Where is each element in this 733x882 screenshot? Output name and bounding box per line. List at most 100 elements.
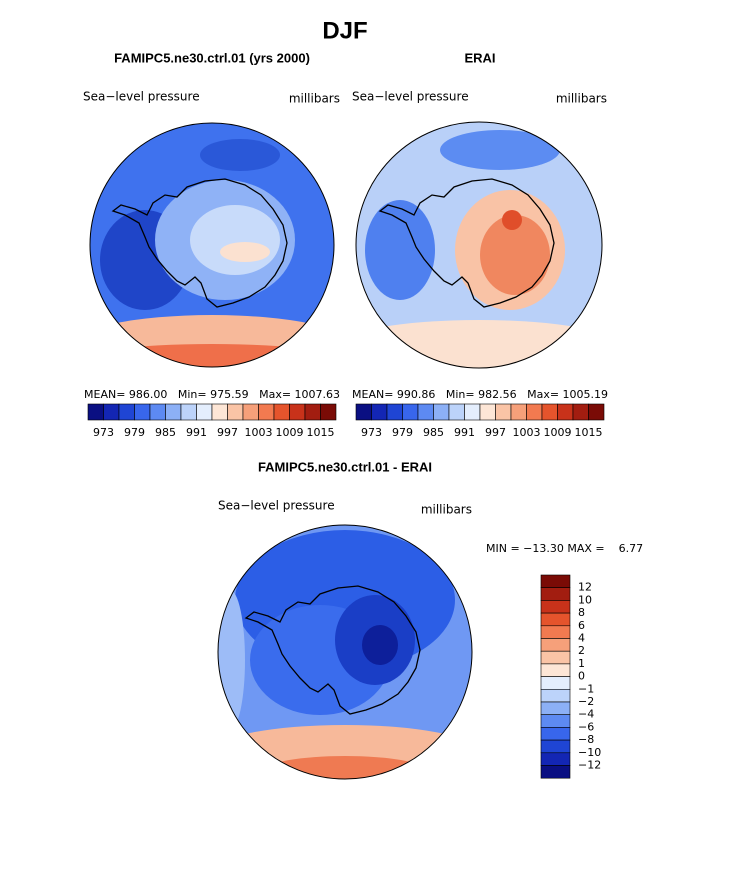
map-border [89,122,335,368]
colorbar-box [540,701,571,715]
colorbar-box [540,714,571,728]
map [218,525,472,779]
colorbar-box [540,727,571,741]
colorbar: 973 979 985 991 997 1003 1009 1015 [87,403,337,439]
colorbar-label: 979 [124,426,145,439]
colorbar-box [540,625,571,639]
colorbar-box [510,403,527,421]
units-label: millibars [289,92,340,106]
colorbar-box [541,403,558,421]
colorbar-box [540,663,571,677]
colorbar: 973 979 985 991 997 1003 1009 1015 [355,403,605,439]
colorbar-label: 8 [578,606,585,619]
colorbar-label: 991 [454,426,475,439]
colorbar-label: 979 [392,426,413,439]
colorbar-label: −8 [578,733,594,746]
panel-title: ERAI [464,50,495,65]
colorbar-box [540,739,571,754]
colorbar-box [355,403,372,421]
colorbar-box [402,403,419,421]
colorbar-box [540,612,571,627]
colorbar-box [227,403,244,421]
colorbar-box [540,765,571,779]
colorbar-label: 1003 [513,426,541,439]
colorbar-label: −4 [578,708,594,721]
colorbar-box [540,574,571,588]
colorbar-box [588,403,605,421]
colorbar-label: 985 [423,426,444,439]
stats: MEAN= 986.00 Min= 975.59 Max= 1007.63 [84,388,340,401]
variable-label: Sea−level pressure [218,499,335,513]
colorbar-box [540,688,571,703]
map-border [355,121,603,369]
colorbar-box [448,403,465,421]
colorbar-box [304,403,321,421]
colorbar-label: −2 [578,695,594,708]
colorbar-box [526,403,543,421]
colorbar-box [87,403,104,421]
colorbar-box [540,752,571,766]
colorbar-label: 10 [578,593,592,606]
colorbar-box [320,403,337,421]
colorbar-box [196,403,213,421]
colorbar-box [273,403,290,421]
colorbar-label: 1003 [245,426,273,439]
panel-title: FAMIPC5.ne30.ctrl.01 (yrs 2000) [114,50,310,65]
colorbar-label: 0 [578,670,585,683]
colorbar-label: 1009 [544,426,572,439]
colorbar-box [242,403,259,421]
colorbar-box [572,403,589,421]
colorbar-box [103,403,120,421]
colorbar-box [417,403,434,421]
colorbar-label: −10 [578,746,601,759]
stats: MEAN= 990.86 Min= 982.56 Max= 1005.19 [352,388,608,401]
colorbar-box [479,403,496,421]
colorbar-box [386,403,403,421]
colorbar-box [289,403,306,421]
colorbar-box [495,403,512,421]
colorbar-label: −6 [578,720,594,733]
colorbar-label: 1015 [307,426,335,439]
colorbar-box [371,403,388,421]
colorbar-label: 991 [186,426,207,439]
colorbar-label: 2 [578,644,585,657]
figure-title: DJF [322,17,367,44]
map [356,122,602,368]
variable-label: Sea−level pressure [352,90,469,104]
colorbar-box [258,403,275,421]
colorbar-box [149,403,166,421]
colorbar-label: 4 [578,632,585,645]
colorbar-box [557,403,574,421]
colorbar-label: 997 [485,426,506,439]
colorbar-label: 973 [93,426,114,439]
colorbar-box [433,403,450,421]
colorbar-label: 973 [361,426,382,439]
colorbar-box [540,638,571,652]
colorbar-box [540,676,571,690]
colorbar-label: −1 [578,682,594,695]
colorbar-box [165,403,182,421]
units-label: millibars [556,92,607,106]
colorbar-box [134,403,151,421]
units-label: millibars [421,503,472,517]
variable-label: Sea−level pressure [83,90,200,104]
colorbar-label: 1 [578,657,585,670]
colorbar-box [180,403,197,421]
colorbar-label: 1009 [276,426,304,439]
colorbar-box [211,403,228,421]
panel-title: FAMIPC5.ne30.ctrl.01 - ERAI [258,459,432,474]
stats: MIN = −13.30 MAX = 6.77 [486,542,643,555]
colorbar-label: 1015 [575,426,603,439]
colorbar-label: 985 [155,426,176,439]
map [90,123,334,367]
colorbar-label: −12 [578,759,601,772]
colorbar-box [540,650,571,665]
colorbar-box [540,600,571,614]
colorbar-box [540,587,571,601]
colorbar-box [118,403,135,421]
colorbar-label: 6 [578,619,585,632]
colorbar-box [464,403,481,421]
map-border [217,524,473,780]
